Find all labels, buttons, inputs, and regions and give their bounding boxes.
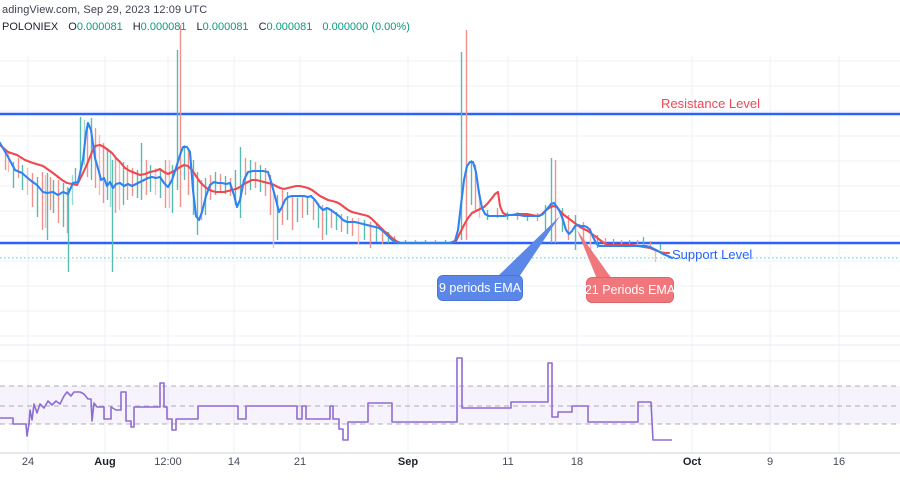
ohlc-legend: POLONIEX O0.000081 H0.000081 L0.000081 C…	[2, 21, 410, 33]
axis-tick-label: 24	[21, 456, 35, 468]
low-label: L	[196, 21, 203, 33]
axis-tick-label: Sep	[397, 456, 419, 468]
symbol-name: POLONIEX	[2, 21, 59, 33]
axis-tick-label: Oct	[682, 456, 702, 468]
level-lines	[0, 112, 900, 245]
open-value: 0.000081	[76, 21, 123, 33]
close-field: C0.000081	[259, 21, 313, 33]
axis-tick-label: 12:00	[154, 456, 182, 468]
open-field: O0.000081	[68, 21, 122, 33]
oscillator-line	[0, 357, 672, 441]
axis-tick-label: Aug	[94, 456, 116, 468]
low-field: L0.000081	[197, 21, 249, 33]
ema21-callout[interactable]: 21 Periods EMA	[585, 277, 675, 303]
open-label: O	[68, 21, 77, 33]
resistance-level-label[interactable]: Resistance Level	[661, 96, 760, 111]
axis-tick-label: 21	[293, 456, 307, 468]
ema21-callout-tail	[577, 230, 612, 279]
change-value: 0.000000 (0.00%)	[322, 21, 410, 33]
close-value: 0.000081	[266, 21, 313, 33]
ema9-line	[0, 121, 674, 260]
ema9-callout-tail	[497, 216, 560, 277]
ema9-callout[interactable]: 9 periods EMA	[437, 275, 523, 301]
watermark-date: adingView.com, Sep 29, 2023 12:09 UTC	[2, 4, 208, 16]
high-field: H0.000081	[133, 21, 187, 33]
volume-oscillator-pane	[0, 385, 900, 425]
axis-tick-label: 16	[832, 456, 846, 468]
high-label: H	[132, 21, 141, 33]
candles	[4, 25, 662, 272]
high-value: 0.000081	[140, 21, 187, 33]
support-level-label[interactable]: Support Level	[672, 247, 753, 262]
time-axis[interactable]: 24 Aug 12:00 14 21 Sep 11 18 Oct 9 16	[0, 455, 900, 473]
axis-tick-label: 9	[766, 456, 774, 468]
axis-tick-label: 18	[570, 456, 584, 468]
low-value: 0.000081	[202, 21, 249, 33]
close-label: C	[258, 21, 267, 33]
axis-tick-label: 14	[227, 456, 241, 468]
axis-tick-label: 11	[502, 456, 514, 468]
